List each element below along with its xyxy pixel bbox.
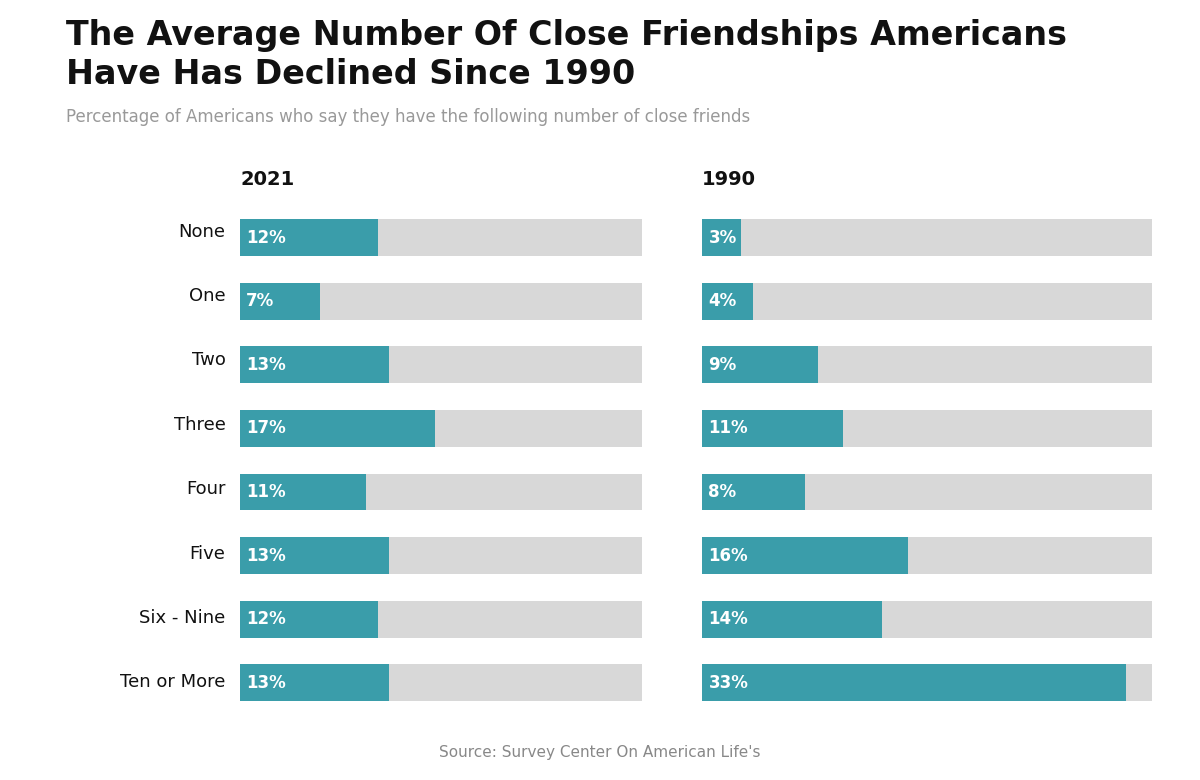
Bar bbox=[702, 665, 1127, 701]
Bar bbox=[240, 219, 378, 256]
Bar bbox=[240, 537, 642, 574]
Bar bbox=[240, 665, 389, 701]
Text: The Average Number Of Close Friendships Americans: The Average Number Of Close Friendships … bbox=[66, 20, 1067, 52]
Bar bbox=[702, 537, 1152, 574]
Bar bbox=[240, 601, 378, 637]
Text: 12%: 12% bbox=[246, 229, 286, 246]
Text: Have Has Declined Since 1990: Have Has Declined Since 1990 bbox=[66, 58, 635, 91]
Text: 13%: 13% bbox=[246, 356, 286, 374]
Text: 1990: 1990 bbox=[702, 170, 756, 189]
Text: 9%: 9% bbox=[708, 356, 737, 374]
Bar bbox=[702, 346, 817, 383]
Bar bbox=[702, 665, 1152, 701]
Text: One: One bbox=[188, 287, 226, 305]
Text: 4%: 4% bbox=[708, 292, 737, 310]
Text: 2021: 2021 bbox=[240, 170, 294, 189]
Text: 8%: 8% bbox=[708, 483, 737, 501]
Text: 33%: 33% bbox=[708, 674, 749, 692]
Bar bbox=[702, 283, 1152, 320]
Bar bbox=[702, 346, 1152, 383]
Text: 13%: 13% bbox=[246, 547, 286, 565]
Text: 7%: 7% bbox=[246, 292, 274, 310]
Bar bbox=[702, 410, 844, 447]
Bar bbox=[240, 219, 642, 256]
Bar bbox=[240, 410, 642, 447]
Bar bbox=[702, 601, 1152, 637]
Bar bbox=[702, 283, 754, 320]
Bar bbox=[240, 283, 320, 320]
Bar bbox=[702, 537, 907, 574]
Text: Ten or More: Ten or More bbox=[120, 673, 226, 691]
Bar bbox=[240, 283, 642, 320]
Bar bbox=[240, 346, 389, 383]
Bar bbox=[702, 219, 740, 256]
Bar bbox=[240, 537, 389, 574]
Bar bbox=[702, 473, 1152, 510]
Bar bbox=[240, 601, 642, 637]
Bar bbox=[240, 665, 642, 701]
Text: 13%: 13% bbox=[246, 674, 286, 692]
Text: 12%: 12% bbox=[246, 610, 286, 628]
Text: 11%: 11% bbox=[246, 483, 286, 501]
Text: Six - Nine: Six - Nine bbox=[139, 609, 226, 627]
Bar bbox=[240, 473, 366, 510]
Text: 17%: 17% bbox=[246, 420, 286, 438]
Bar bbox=[702, 410, 1152, 447]
Bar bbox=[702, 601, 882, 637]
Text: Two: Two bbox=[192, 352, 226, 370]
Bar bbox=[702, 219, 1152, 256]
Text: Three: Three bbox=[174, 416, 226, 434]
Text: Percentage of Americans who say they have the following number of close friends: Percentage of Americans who say they hav… bbox=[66, 108, 750, 126]
Text: 16%: 16% bbox=[708, 547, 748, 565]
Bar bbox=[702, 473, 805, 510]
Text: 3%: 3% bbox=[708, 229, 737, 246]
Text: Four: Four bbox=[186, 480, 226, 498]
Bar bbox=[240, 346, 642, 383]
Text: Five: Five bbox=[190, 544, 226, 562]
Bar bbox=[240, 410, 436, 447]
Text: 14%: 14% bbox=[708, 610, 748, 628]
Text: Source: Survey Center On American Life's: Source: Survey Center On American Life's bbox=[439, 746, 761, 760]
Bar bbox=[240, 473, 642, 510]
Text: 11%: 11% bbox=[708, 420, 748, 438]
Text: None: None bbox=[179, 223, 226, 241]
